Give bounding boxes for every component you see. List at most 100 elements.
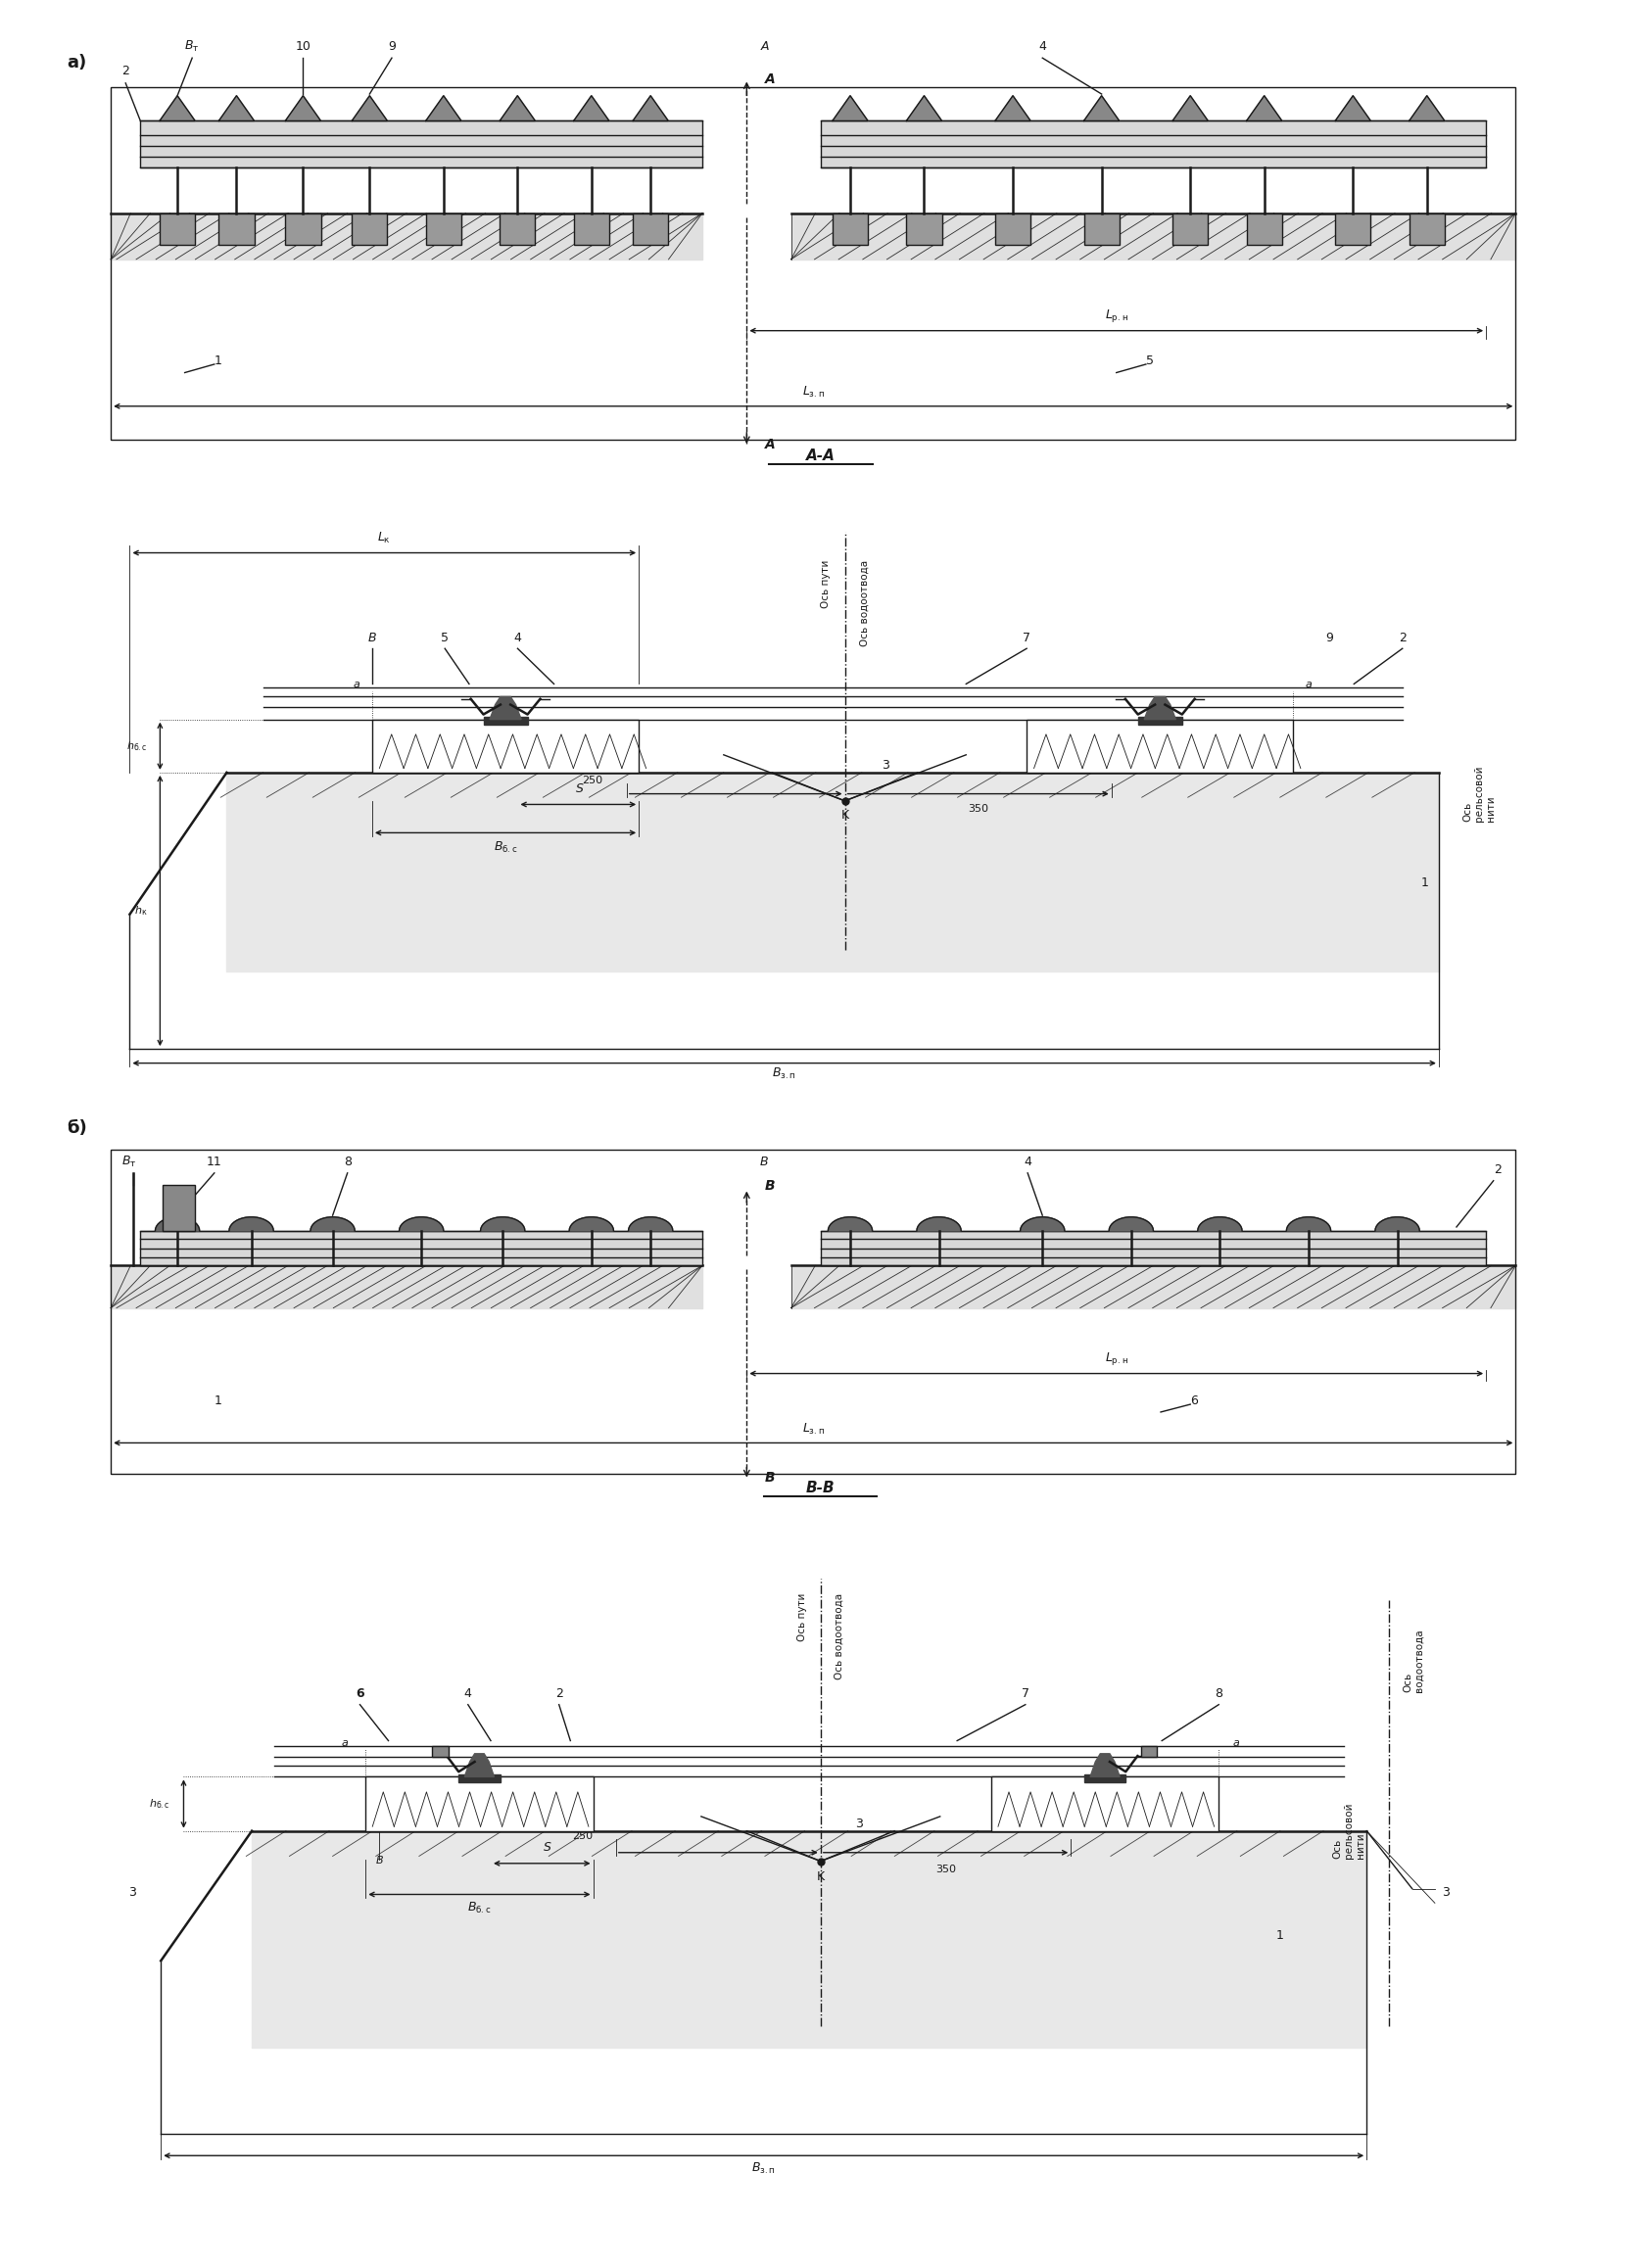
Polygon shape	[400, 1218, 444, 1232]
Text: 7: 7	[1022, 1687, 1029, 1701]
Bar	[159, 213, 195, 245]
Text: А-А: А-А	[806, 449, 835, 463]
Polygon shape	[629, 1218, 673, 1232]
Text: 1: 1	[214, 1395, 223, 1406]
Text: $B_{\rm т}$: $B_{\rm т}$	[120, 1154, 136, 1170]
Text: $L_{\rm з.п}$: $L_{\rm з.п}$	[803, 1422, 824, 1436]
Text: B: B	[367, 631, 377, 644]
Bar	[140, 120, 702, 168]
Text: B: B	[760, 1154, 769, 1168]
Bar	[500, 213, 535, 245]
Bar	[821, 120, 1487, 168]
Text: 5: 5	[1146, 354, 1154, 367]
Text: Ось
рельсовой
нити: Ось рельсовой нити	[1463, 767, 1495, 821]
Bar	[432, 1746, 449, 1755]
Text: 2: 2	[1399, 631, 1406, 644]
Text: 10: 10	[296, 41, 310, 52]
Bar	[1173, 213, 1207, 245]
Text: K: K	[840, 810, 848, 821]
Text: а): а)	[67, 54, 86, 70]
Text: a: a	[1305, 680, 1313, 689]
Text: Ось
рельсовой
нити: Ось рельсовой нити	[1332, 1803, 1365, 1860]
Bar	[574, 213, 609, 245]
Polygon shape	[219, 95, 253, 120]
Polygon shape	[1173, 95, 1207, 120]
Text: 250: 250	[582, 776, 603, 785]
Bar	[1336, 213, 1372, 245]
Bar	[111, 88, 1516, 440]
Text: Ось водоотвода: Ось водоотвода	[860, 560, 869, 646]
Bar	[991, 1776, 1219, 1830]
Text: 4: 4	[465, 1687, 471, 1701]
Text: B: B	[764, 1179, 775, 1193]
Polygon shape	[1090, 1753, 1120, 1776]
Bar	[1084, 1774, 1126, 1783]
Text: K: K	[817, 1871, 824, 1882]
Text: 2: 2	[556, 1687, 562, 1701]
Text: a: a	[1232, 1740, 1240, 1749]
Text: 250: 250	[572, 1833, 593, 1842]
Polygon shape	[994, 95, 1030, 120]
Bar	[1409, 213, 1445, 245]
Text: 350: 350	[936, 1864, 956, 1876]
Text: B: B	[764, 1470, 775, 1483]
Polygon shape	[907, 95, 942, 120]
Text: $B_{\rm з.п}$: $B_{\rm з.п}$	[752, 2161, 775, 2175]
Polygon shape	[569, 1218, 614, 1232]
Polygon shape	[916, 1218, 960, 1232]
Text: 3: 3	[128, 1887, 137, 1898]
Bar	[1084, 213, 1120, 245]
Text: 3: 3	[881, 760, 889, 771]
Bar	[426, 213, 461, 245]
Text: 9: 9	[1326, 631, 1334, 644]
Text: 8: 8	[343, 1154, 351, 1168]
Text: $B_{\rm т}$: $B_{\rm т}$	[185, 39, 200, 54]
Bar	[483, 717, 528, 723]
Text: $L_{\rm к}$: $L_{\rm к}$	[377, 531, 392, 547]
Bar	[286, 213, 320, 245]
Text: б): б)	[67, 1118, 86, 1136]
Text: 1: 1	[1420, 875, 1428, 889]
Text: Ось пути: Ось пути	[798, 1592, 808, 1642]
Text: 3: 3	[855, 1817, 863, 1830]
Text: 9: 9	[388, 41, 395, 52]
Text: $B_{\rm з.п}$: $B_{\rm з.п}$	[772, 1066, 796, 1082]
Polygon shape	[1084, 95, 1120, 120]
Text: 4: 4	[514, 631, 522, 644]
Text: S: S	[544, 1842, 551, 1853]
Polygon shape	[632, 95, 668, 120]
Text: $L_{\rm р.н}$: $L_{\rm р.н}$	[1105, 1352, 1128, 1368]
Text: 2: 2	[1493, 1163, 1502, 1175]
Text: 6: 6	[356, 1687, 364, 1701]
Text: Ось
водоотвода: Ось водоотвода	[1402, 1628, 1424, 1692]
Bar	[458, 1774, 500, 1783]
Bar	[1027, 719, 1294, 773]
Bar	[832, 213, 868, 245]
Bar	[372, 719, 639, 773]
Text: Ось пути: Ось пути	[821, 560, 830, 608]
Polygon shape	[465, 1753, 494, 1776]
Bar	[219, 213, 253, 245]
Polygon shape	[156, 1218, 200, 1232]
Text: 6: 6	[1191, 1395, 1198, 1406]
Text: A: A	[764, 438, 775, 451]
Polygon shape	[500, 95, 535, 120]
Polygon shape	[159, 95, 195, 120]
Text: $h_{\rm к}$: $h_{\rm к}$	[135, 905, 148, 919]
Text: $h_{\rm б.с}$: $h_{\rm б.с}$	[127, 739, 148, 753]
Polygon shape	[1108, 1218, 1154, 1232]
Bar	[353, 213, 387, 245]
Text: A: A	[764, 73, 775, 86]
Polygon shape	[1144, 696, 1176, 719]
Bar	[821, 1232, 1487, 1266]
Polygon shape	[481, 1218, 525, 1232]
Text: B: B	[375, 1855, 384, 1864]
Text: $B_{\rm б.с}$: $B_{\rm б.с}$	[494, 839, 518, 855]
Text: 7: 7	[1022, 631, 1030, 644]
Polygon shape	[1021, 1218, 1064, 1232]
Polygon shape	[1409, 95, 1445, 120]
Polygon shape	[426, 95, 461, 120]
Text: Ось водоотвода: Ось водоотвода	[834, 1592, 843, 1678]
Polygon shape	[286, 95, 320, 120]
Polygon shape	[829, 1218, 873, 1232]
